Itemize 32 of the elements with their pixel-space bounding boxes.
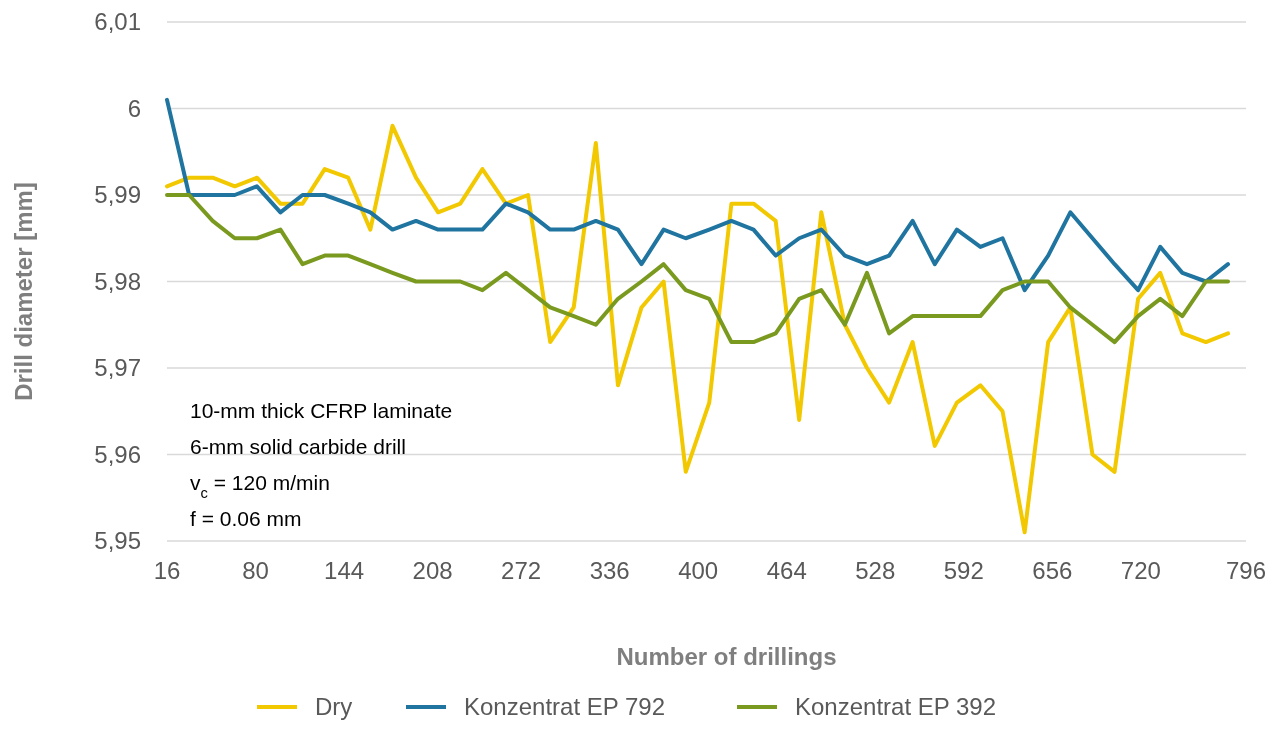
- y-tick-label: 5,99: [94, 181, 141, 209]
- line-series: [165, 193, 1231, 345]
- legend-label: Konzentrat EP 792: [464, 693, 666, 720]
- line-series: [165, 97, 1231, 293]
- x-tick-label: 720: [1120, 557, 1161, 584]
- y-tick-label: 6: [127, 94, 141, 122]
- x-tick-label: 656: [1032, 557, 1073, 584]
- x-tick-label: 208: [412, 557, 453, 584]
- x-tick-label: 16: [153, 557, 181, 584]
- x-tick-label: 528: [855, 557, 896, 584]
- annotation: v$_{c}$ = 120 m/min: [190, 471, 330, 501]
- y-tick-label: 5,95: [94, 527, 141, 555]
- y-tick-label: 5,96: [94, 440, 141, 468]
- legend-label: Dry: [315, 693, 353, 720]
- x-tick-label: 80: [242, 557, 269, 584]
- x-tick-label: 400: [678, 557, 719, 584]
- x-tick-label: 464: [766, 557, 807, 584]
- line-series: [165, 123, 1231, 535]
- legend-label: Konzentrat EP 392: [795, 693, 997, 720]
- y-axis-title: Drill diameter [mm]: [10, 182, 37, 401]
- y-tick-label: 6,01: [94, 8, 141, 36]
- x-tick-label: 592: [943, 557, 984, 584]
- x-tick-label: 272: [501, 557, 542, 584]
- y-tick-label: 5,97: [94, 354, 141, 382]
- annotation: 6-mm solid carbide drill: [190, 435, 406, 458]
- annotation: f = 0.06 mm: [190, 507, 302, 530]
- annotation: 10-mm thick CFRP laminate: [190, 399, 453, 422]
- x-tick-label: 336: [589, 557, 630, 584]
- x-tick-label: 144: [324, 557, 365, 584]
- y-tick-label: 5,98: [94, 267, 141, 295]
- x-axis-title: Number of drillings: [616, 643, 837, 670]
- x-tick-label: 796: [1225, 557, 1267, 584]
